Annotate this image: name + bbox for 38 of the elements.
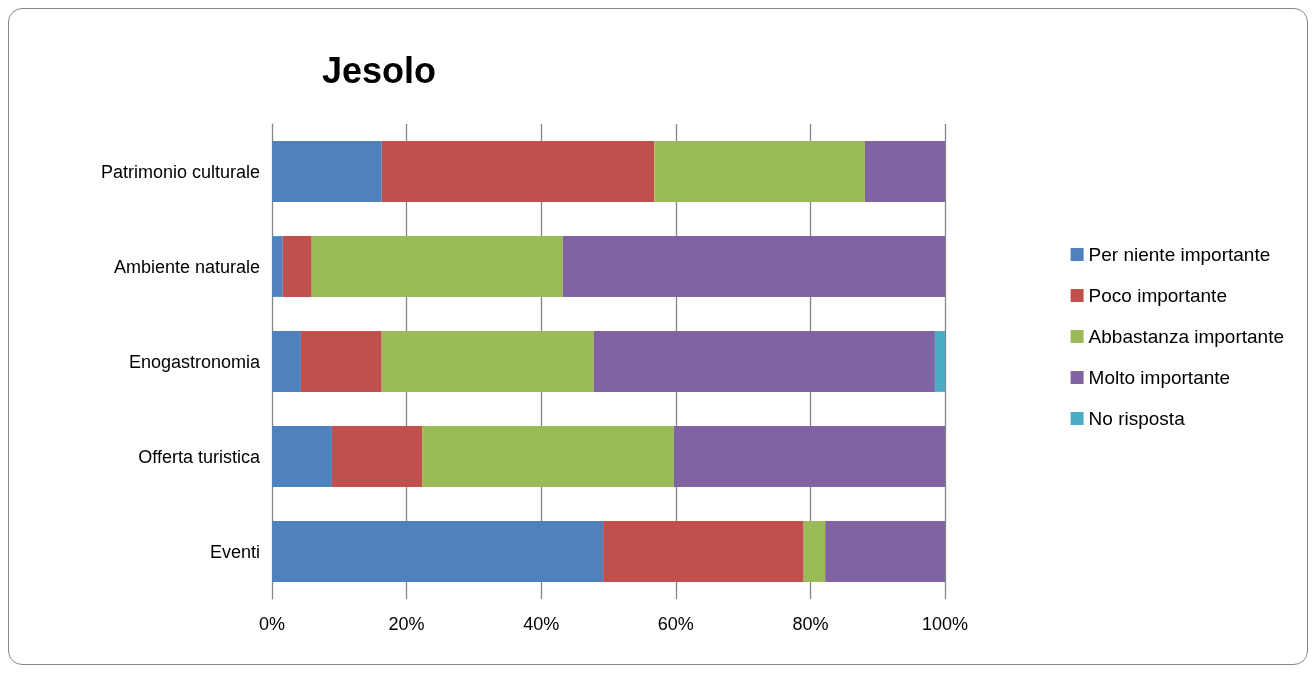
bar: [422, 426, 674, 487]
bar: [272, 331, 301, 392]
bar: [673, 426, 945, 487]
legend-label: No risposta: [1088, 408, 1186, 429]
x-tick-label: 0%: [258, 614, 286, 634]
y-tick-label: Offerta turistica: [138, 446, 261, 467]
bar: [825, 521, 945, 582]
bar: [300, 331, 382, 392]
chart-title: Jesolo: [321, 49, 437, 91]
y-tick-label: Eventi: [209, 541, 260, 562]
x-tick-label: 80%: [792, 614, 829, 634]
legend-label: Per niente importante: [1088, 244, 1271, 265]
bar: [381, 331, 594, 392]
bar: [864, 141, 945, 202]
bar: [331, 426, 423, 487]
bar: [593, 331, 935, 392]
bar: [272, 141, 382, 202]
y-tick-label: Patrimonio culturale: [100, 161, 260, 182]
bar: [272, 236, 283, 297]
legend-label: Abbastanza importante: [1088, 326, 1285, 347]
bar: [282, 236, 312, 297]
bar: [934, 331, 945, 392]
x-tick-label: 100%: [921, 614, 969, 634]
bar: [272, 426, 332, 487]
y-tick-label: Enogastronomia: [128, 351, 261, 372]
bar: [311, 236, 563, 297]
bar: [803, 521, 826, 582]
x-tick-label: 20%: [388, 614, 425, 634]
bar: [272, 521, 604, 582]
x-tick-label: 60%: [657, 614, 694, 634]
bar: [603, 521, 804, 582]
bar: [562, 236, 945, 297]
bar: [654, 141, 865, 202]
bar: [381, 141, 655, 202]
legend-label: Molto importante: [1088, 367, 1231, 388]
x-tick-label: 40%: [523, 614, 560, 634]
legend-label: Poco importante: [1088, 285, 1227, 306]
y-tick-label: Ambiente naturale: [113, 256, 260, 277]
